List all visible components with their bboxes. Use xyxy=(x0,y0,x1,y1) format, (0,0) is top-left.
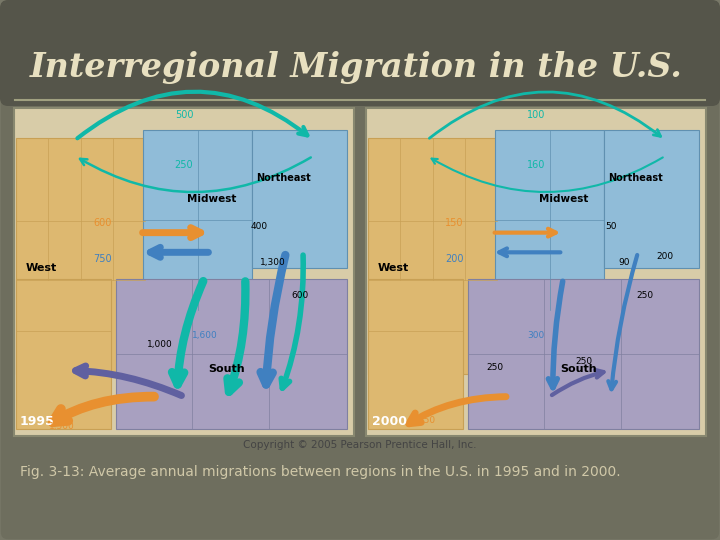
FancyArrowPatch shape xyxy=(228,281,246,392)
Text: South: South xyxy=(560,364,597,374)
FancyArrowPatch shape xyxy=(409,397,506,424)
Text: 150: 150 xyxy=(445,218,464,228)
Text: 200: 200 xyxy=(657,252,674,261)
FancyArrowPatch shape xyxy=(495,229,556,237)
FancyBboxPatch shape xyxy=(368,138,498,374)
FancyArrowPatch shape xyxy=(431,158,663,192)
FancyBboxPatch shape xyxy=(143,130,252,310)
Text: South: South xyxy=(209,364,245,374)
Text: 1,600: 1,600 xyxy=(192,330,217,340)
FancyBboxPatch shape xyxy=(14,108,354,436)
Text: Northeast: Northeast xyxy=(608,173,662,183)
FancyArrowPatch shape xyxy=(499,248,560,256)
Text: 750: 750 xyxy=(93,254,112,264)
FancyArrowPatch shape xyxy=(76,366,181,395)
Text: Copyright © 2005 Pearson Prentice Hall, Inc.: Copyright © 2005 Pearson Prentice Hall, … xyxy=(243,440,477,450)
FancyBboxPatch shape xyxy=(368,279,463,429)
FancyBboxPatch shape xyxy=(495,130,604,310)
Text: 1995: 1995 xyxy=(20,415,55,428)
Text: 90: 90 xyxy=(618,259,630,267)
FancyArrowPatch shape xyxy=(608,255,637,389)
Text: 1,500: 1,500 xyxy=(49,422,74,431)
Text: 250: 250 xyxy=(636,291,653,300)
Text: 300: 300 xyxy=(527,330,544,340)
Text: Interregional Migration in the U.S.: Interregional Migration in the U.S. xyxy=(30,51,683,84)
FancyArrowPatch shape xyxy=(261,255,285,384)
Text: 100: 100 xyxy=(527,110,545,120)
Text: 250: 250 xyxy=(487,363,504,373)
Text: 50: 50 xyxy=(605,222,616,231)
FancyArrowPatch shape xyxy=(80,158,311,192)
FancyArrowPatch shape xyxy=(429,92,660,138)
Text: 400: 400 xyxy=(251,222,267,231)
Text: West: West xyxy=(26,263,58,273)
FancyBboxPatch shape xyxy=(468,279,699,429)
FancyBboxPatch shape xyxy=(16,138,145,374)
Text: 500: 500 xyxy=(175,110,193,120)
Text: 250: 250 xyxy=(418,416,436,425)
Text: Midwest: Midwest xyxy=(186,193,236,204)
FancyArrowPatch shape xyxy=(172,281,203,384)
Text: 1,300: 1,300 xyxy=(259,259,285,267)
Text: 160: 160 xyxy=(527,160,545,170)
FancyBboxPatch shape xyxy=(252,130,347,268)
Text: 600: 600 xyxy=(93,218,112,228)
Text: 600: 600 xyxy=(291,291,308,300)
FancyBboxPatch shape xyxy=(116,279,347,429)
FancyArrowPatch shape xyxy=(143,228,201,238)
Text: Northeast: Northeast xyxy=(256,173,311,183)
Text: Fig. 3-13: Average annual migrations between regions in the U.S. in 1995 and in : Fig. 3-13: Average annual migrations bet… xyxy=(20,465,621,479)
FancyBboxPatch shape xyxy=(604,130,699,268)
Text: 250: 250 xyxy=(175,160,193,170)
Text: Midwest: Midwest xyxy=(539,193,588,204)
Text: 250: 250 xyxy=(575,357,592,366)
Text: West: West xyxy=(378,263,409,273)
Text: 2000: 2000 xyxy=(372,415,407,428)
Text: 1,000: 1,000 xyxy=(148,340,173,349)
FancyBboxPatch shape xyxy=(366,108,706,436)
FancyArrowPatch shape xyxy=(549,281,563,388)
Text: 200: 200 xyxy=(445,254,464,264)
FancyArrowPatch shape xyxy=(150,247,208,258)
FancyArrowPatch shape xyxy=(53,396,154,422)
FancyArrowPatch shape xyxy=(282,255,303,388)
FancyArrowPatch shape xyxy=(552,370,603,395)
FancyBboxPatch shape xyxy=(0,0,720,106)
FancyArrowPatch shape xyxy=(77,92,307,138)
FancyBboxPatch shape xyxy=(16,279,111,429)
